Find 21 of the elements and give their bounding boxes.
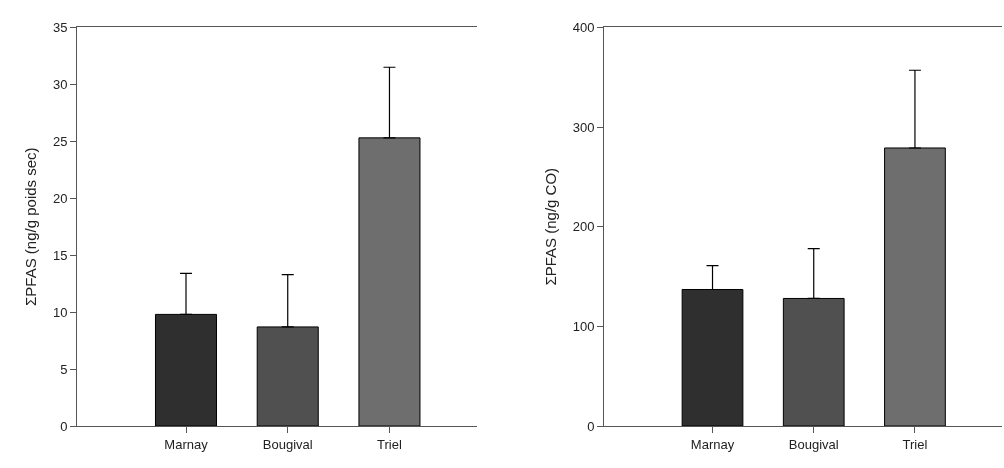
y-tick-label: 0 xyxy=(587,418,595,434)
x-tick-label: Marnay xyxy=(690,436,735,452)
y-tick-label: 15 xyxy=(52,247,68,263)
y-tick-label: 5 xyxy=(60,361,68,377)
x-tick-label: Triel xyxy=(902,436,928,452)
y-axis-title: ΣPFAS (ng/g poids sec) xyxy=(22,147,40,306)
y-axis-title: ΣPFAS (ng/g CO) xyxy=(542,167,560,286)
y-tick-label: 30 xyxy=(52,76,68,92)
x-tick-label: Bougival xyxy=(788,436,839,452)
x-tick-label: Marnay xyxy=(164,436,209,452)
y-tick-label: 300 xyxy=(572,119,595,135)
y-tick-label: 10 xyxy=(52,304,68,320)
x-tick-label: Triel xyxy=(377,436,402,452)
y-tick-label: 20 xyxy=(52,190,68,206)
y-tick-label: 100 xyxy=(572,318,595,334)
y-tick-label: 0 xyxy=(60,418,68,434)
y-tick-label: 200 xyxy=(572,219,595,235)
y-tick-label: 400 xyxy=(572,19,595,35)
x-tick-label: Bougival xyxy=(262,436,313,452)
y-tick-label: 35 xyxy=(52,19,68,35)
y-tick-label: 25 xyxy=(52,133,68,149)
